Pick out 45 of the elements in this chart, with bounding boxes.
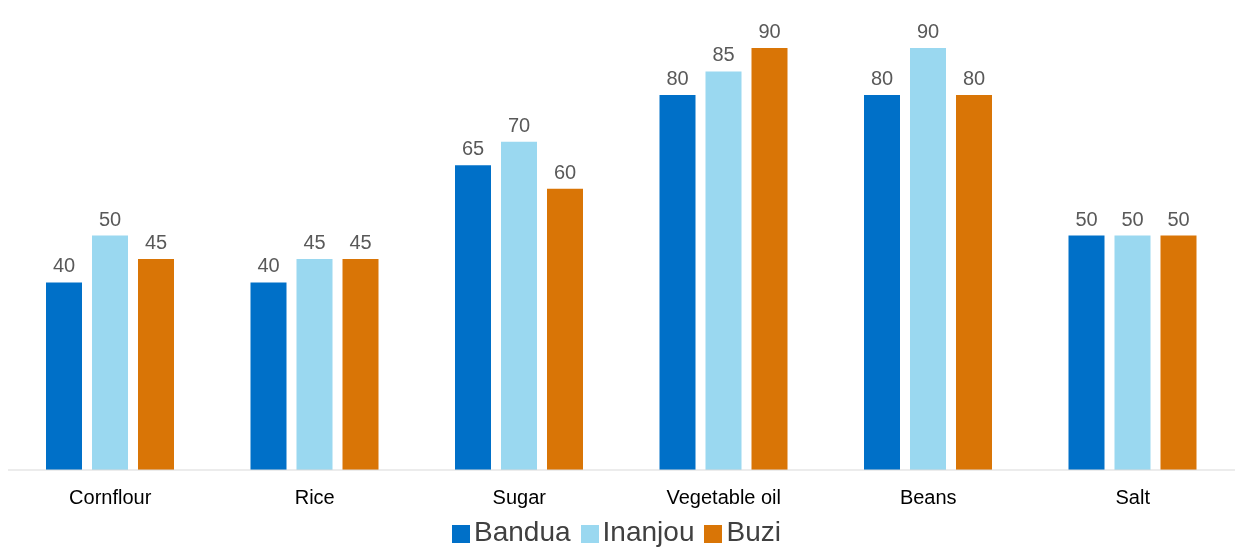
bar — [864, 94, 900, 470]
bar — [342, 259, 379, 470]
data-label: 45 — [303, 231, 326, 253]
x-tick-label: Salt — [1115, 486, 1151, 509]
data-label: 70 — [507, 113, 531, 136]
x-tick-label: Beans — [899, 486, 957, 509]
bar — [751, 48, 788, 470]
bar — [46, 282, 82, 470]
bar — [501, 141, 537, 470]
data-label: 45 — [144, 231, 168, 253]
x-tick-label: Rice — [294, 486, 335, 509]
data-label: 50 — [1121, 207, 1144, 230]
data-label: 50 — [1075, 207, 1098, 230]
bar — [455, 165, 491, 470]
data-label: 40 — [257, 254, 280, 277]
legend-label: Bandua — [474, 516, 571, 547]
data-label: 50 — [98, 207, 122, 230]
bar — [547, 188, 583, 470]
data-label: 45 — [349, 231, 372, 253]
bar — [250, 282, 287, 470]
data-label: 90 — [758, 20, 781, 42]
bar — [1160, 235, 1197, 470]
bar — [659, 94, 696, 470]
data-label: 80 — [962, 66, 986, 89]
bar — [1068, 235, 1105, 470]
data-label: 80 — [666, 66, 689, 89]
x-tick-label: Cornflour — [69, 486, 152, 509]
data-label: 40 — [52, 254, 76, 277]
data-label: 60 — [553, 160, 577, 183]
bar — [956, 94, 992, 470]
bar — [705, 71, 742, 470]
bar — [1114, 235, 1151, 470]
data-label: 80 — [870, 66, 894, 89]
data-label: 85 — [712, 43, 735, 66]
bar — [138, 259, 174, 470]
legend-label: Buzi — [726, 516, 781, 547]
bar — [92, 235, 128, 470]
data-label: 90 — [916, 20, 940, 42]
bar — [910, 48, 946, 470]
legend-label: Inanjou — [602, 516, 695, 547]
bar — [296, 259, 333, 470]
x-tick-label: Sugar — [492, 486, 547, 509]
x-tick-label: Vegetable oil — [666, 486, 782, 509]
data-label: 50 — [1167, 207, 1190, 230]
data-label: 65 — [461, 137, 485, 160]
